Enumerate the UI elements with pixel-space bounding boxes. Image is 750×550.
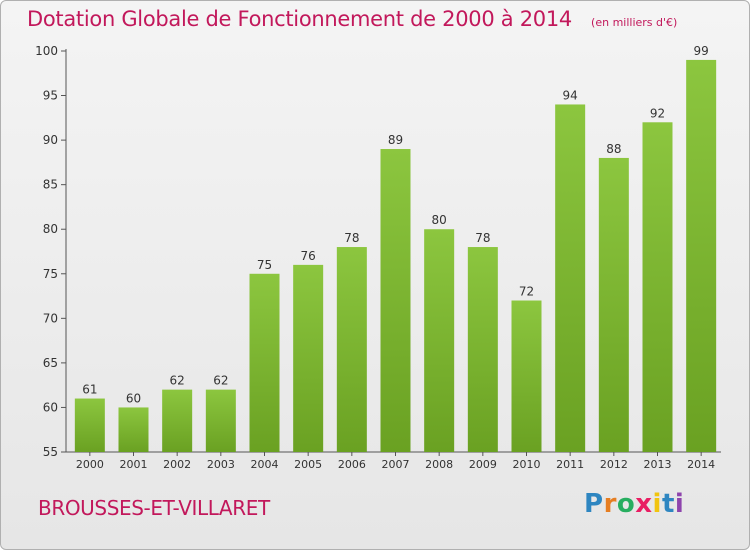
- data-label: 72: [519, 285, 534, 299]
- bar: [118, 407, 149, 452]
- x-tick-label: 2013: [644, 458, 672, 471]
- logo-letter: r: [603, 489, 617, 519]
- bar: [424, 229, 455, 452]
- data-label: 60: [126, 391, 141, 405]
- y-tick-label: 75: [43, 267, 58, 281]
- y-tick-label: 85: [43, 178, 58, 192]
- x-tick-label: 2009: [469, 458, 497, 471]
- data-label: 78: [344, 231, 359, 245]
- data-label: 80: [432, 213, 447, 227]
- data-label: 92: [650, 106, 665, 120]
- proxiti-logo: Proxiti: [584, 489, 684, 519]
- y-tick-label: 95: [43, 89, 58, 103]
- y-tick-label: 60: [43, 400, 58, 414]
- x-tick-label: 2003: [207, 458, 235, 471]
- bar: [511, 300, 542, 452]
- y-tick-label: 90: [43, 133, 58, 147]
- data-label: 88: [606, 142, 621, 156]
- data-label: 62: [170, 374, 185, 388]
- x-tick-label: 2011: [556, 458, 584, 471]
- commune-name: BROUSSES-ET-VILLARET: [38, 496, 270, 520]
- x-tick-label: 2001: [120, 458, 148, 471]
- data-label: 99: [694, 44, 709, 58]
- x-tick-label: 2014: [687, 458, 715, 471]
- bar: [205, 389, 236, 452]
- y-tick-label: 100: [35, 44, 58, 58]
- logo-letter: i: [674, 489, 685, 519]
- bar: [249, 273, 280, 452]
- y-tick-label: 65: [43, 356, 58, 370]
- title-row: Dotation Globale de Fonctionnement de 20…: [27, 7, 677, 31]
- data-label: 62: [213, 374, 228, 388]
- bar: [380, 149, 411, 452]
- bar: [598, 157, 629, 452]
- x-tick-label: 2010: [513, 458, 541, 471]
- data-label: 78: [475, 231, 490, 245]
- logo-letter: i: [652, 489, 662, 519]
- logo-letter: o: [616, 489, 636, 519]
- bar: [293, 264, 324, 452]
- bar: [467, 247, 498, 452]
- x-tick-label: 2005: [294, 458, 322, 471]
- logo-letter: t: [661, 489, 675, 519]
- chart-subtitle: (en milliers d'€): [591, 16, 678, 29]
- x-tick-label: 2007: [382, 458, 410, 471]
- y-tick-label: 80: [43, 222, 58, 236]
- logo-letter: x: [635, 489, 653, 519]
- data-label: 76: [301, 249, 316, 263]
- x-tick-label: 2012: [600, 458, 628, 471]
- data-label: 89: [388, 133, 403, 147]
- logo-letter: P: [584, 489, 604, 519]
- x-tick-label: 2006: [338, 458, 366, 471]
- x-tick-label: 2008: [425, 458, 453, 471]
- x-tick-label: 2002: [163, 458, 191, 471]
- data-label: 75: [257, 258, 272, 272]
- x-tick-label: 2004: [251, 458, 279, 471]
- y-tick-label: 70: [43, 311, 58, 325]
- bar: [686, 59, 717, 453]
- data-label: 61: [82, 383, 97, 397]
- bar: [74, 398, 105, 452]
- data-label: 94: [563, 88, 578, 102]
- y-tick-label: 55: [43, 445, 58, 459]
- chart-title: Dotation Globale de Fonctionnement de 20…: [27, 7, 572, 31]
- bar: [642, 122, 673, 453]
- x-tick-label: 2000: [76, 458, 104, 471]
- bar: [336, 247, 367, 452]
- bar: [555, 104, 586, 452]
- bar: [162, 389, 193, 452]
